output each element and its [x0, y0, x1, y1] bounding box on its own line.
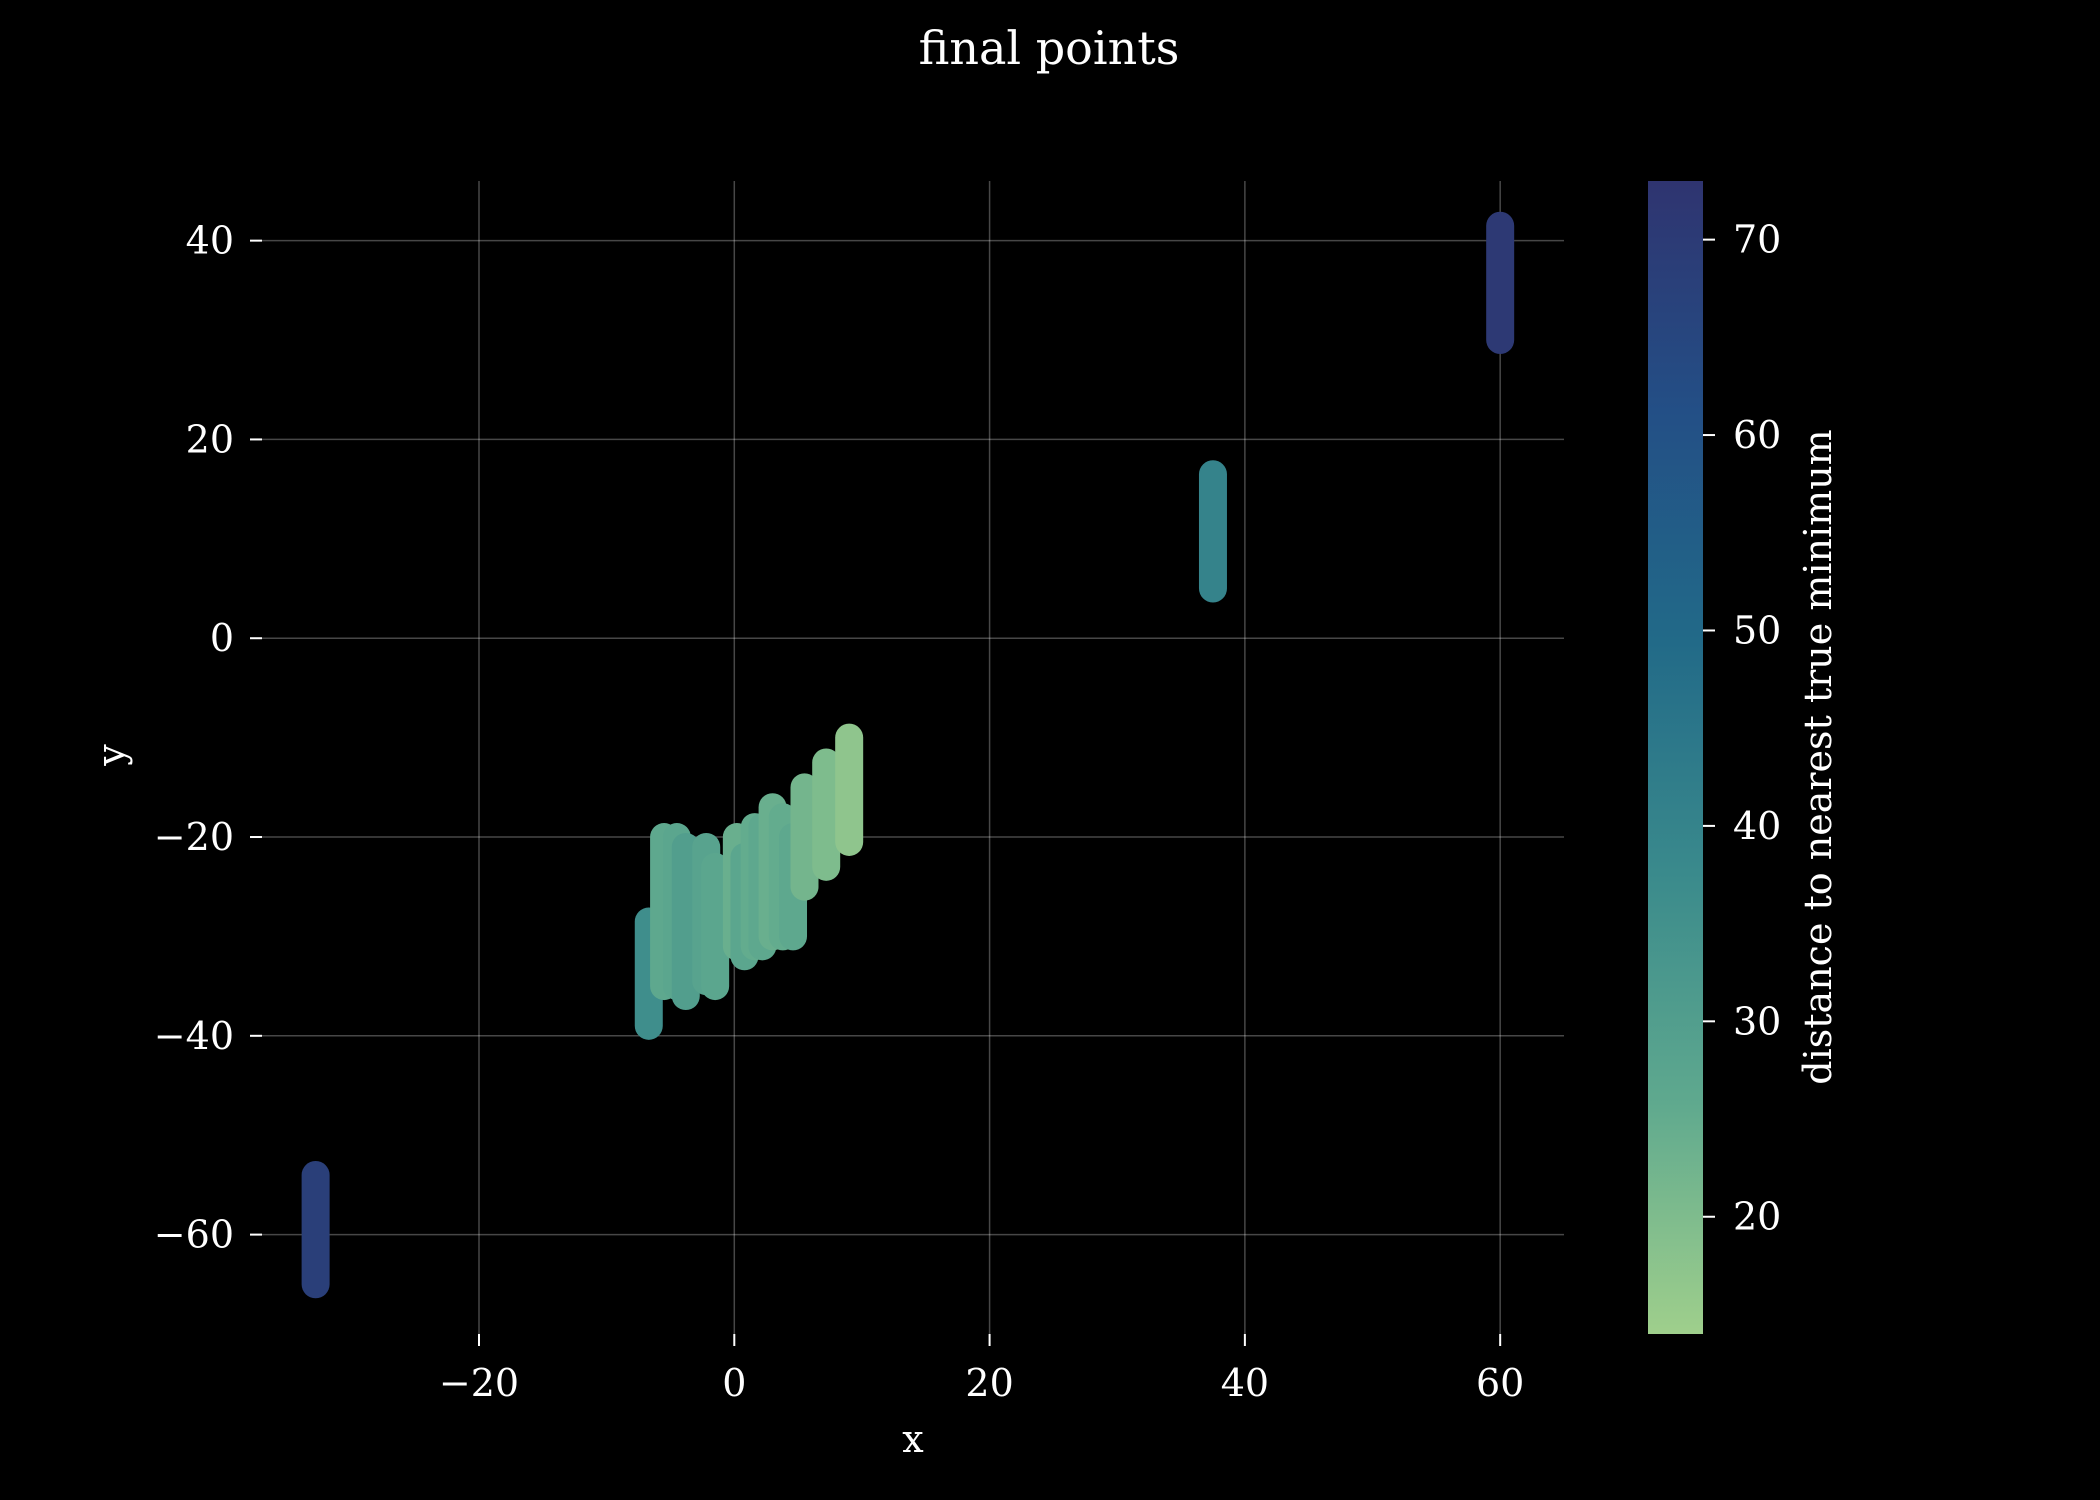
plot-area: [301, 211, 1515, 1299]
x-tick-label: 20: [965, 1361, 1013, 1405]
y-tick-label: −60: [154, 1213, 234, 1257]
y-tick-label: −40: [154, 1014, 234, 1058]
colorbar-tick-label: 60: [1733, 413, 1781, 457]
y-axis-label: y: [89, 744, 133, 767]
colorbar-tick-label: 50: [1733, 608, 1781, 652]
x-axis-label: x: [902, 1417, 923, 1461]
colorbar-label: distance to nearest true minimum: [1796, 429, 1840, 1084]
chart-title: final points: [919, 21, 1180, 75]
x-tick-label: 0: [722, 1361, 746, 1405]
y-tick-label: −20: [154, 815, 234, 859]
colorbar-axis: 20 30 40 50 60 70: [1703, 218, 1781, 1239]
x-tick-label: 40: [1221, 1361, 1269, 1405]
y-tick-label: 40: [186, 219, 234, 263]
x-tick-label: −20: [439, 1361, 519, 1405]
x-tick-label: 60: [1476, 1361, 1524, 1405]
y-axis: −60 −40 −20 0 20 40: [154, 219, 262, 1257]
y-tick-label: 0: [210, 616, 234, 660]
x-axis: −20 0 20 40 60: [439, 1334, 1524, 1405]
grid: [262, 181, 1564, 1334]
colorbar-tick-label: 20: [1733, 1195, 1781, 1239]
colorbar: [1648, 181, 1703, 1334]
colorbar-tick-label: 40: [1733, 804, 1781, 848]
colorbar-tick-label: 30: [1733, 999, 1781, 1043]
y-tick-label: 20: [186, 417, 234, 461]
colorbar-tick-label: 70: [1733, 218, 1781, 262]
